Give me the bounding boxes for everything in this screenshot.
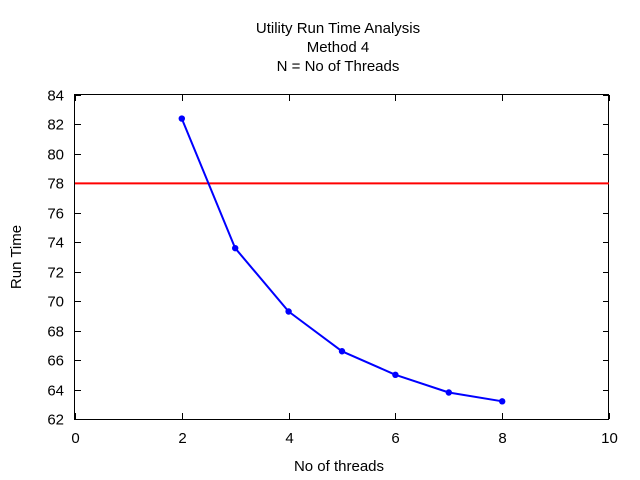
- y-tick-label: 68: [47, 324, 64, 341]
- data-point: [392, 371, 399, 379]
- y-tick-label: 82: [47, 117, 64, 134]
- data-point: [338, 348, 346, 355]
- y-tick-label: 78: [47, 176, 64, 193]
- data-point: [285, 308, 292, 315]
- plot-area-frame: [74, 94, 609, 420]
- chart-title: Utility Run Time Analysis Method 4 N = N…: [256, 20, 420, 75]
- x-axis: 0 2 4 6 8 10: [71, 95, 618, 447]
- series-line: [180, 118, 503, 403]
- data-point: [445, 389, 452, 396]
- y-tick-label: 76: [47, 206, 64, 223]
- y-axis: 62 64 66 68 70 72 74 76 78 80 82 84: [47, 88, 609, 429]
- y-axis-label: Run Time: [8, 225, 25, 289]
- x-tick-label: 6: [391, 430, 399, 447]
- y-tick-label: 70: [47, 294, 64, 311]
- chart-title-line-2: Method 4: [307, 39, 370, 56]
- y-tick-label: 74: [47, 235, 64, 252]
- x-tick-label: 8: [498, 430, 506, 447]
- y-tick-label: 66: [47, 353, 64, 370]
- y-tick-label: 72: [47, 265, 64, 282]
- data-point: [232, 244, 239, 252]
- y-tick-label: 80: [47, 147, 64, 164]
- chart-title-line-3: N = No of Threads: [277, 58, 400, 75]
- data-point: [499, 398, 506, 405]
- x-tick-label: 0: [71, 430, 79, 447]
- x-axis-label: No of threads: [294, 458, 384, 475]
- x-tick-label: 10: [601, 430, 618, 447]
- data-point: [178, 115, 185, 122]
- y-tick-label: 62: [47, 412, 64, 429]
- y-tick-label: 84: [47, 88, 64, 105]
- y-tick-label: 64: [47, 383, 64, 400]
- x-tick-label: 2: [178, 430, 186, 447]
- x-tick-label: 4: [285, 430, 293, 447]
- series-run-time: [178, 115, 506, 405]
- chart-title-line-1: Utility Run Time Analysis: [256, 20, 420, 37]
